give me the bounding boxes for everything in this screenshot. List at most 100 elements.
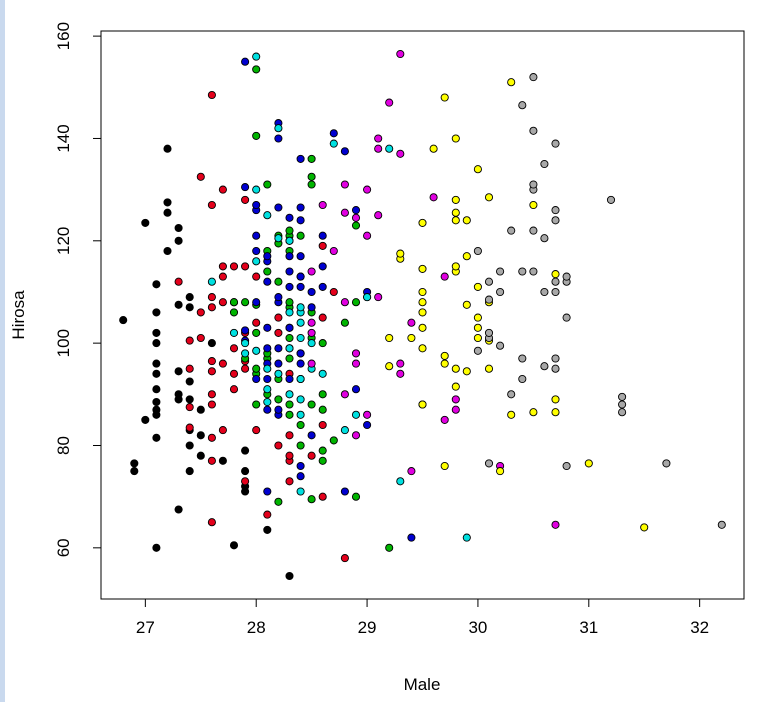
data-point (285, 226, 294, 235)
data-point (196, 172, 205, 181)
data-point (185, 377, 194, 386)
data-point (606, 195, 616, 204)
data-point (174, 300, 183, 309)
y-tick-label: 60 (54, 538, 73, 557)
data-point (274, 203, 283, 212)
data-point (418, 218, 427, 227)
data-point (285, 308, 294, 317)
data-point (296, 203, 305, 212)
data-point (207, 357, 216, 366)
data-point (285, 213, 294, 222)
data-point (241, 349, 250, 358)
data-point (263, 252, 272, 261)
data-point (241, 364, 250, 373)
data-point (340, 390, 349, 399)
data-point (307, 359, 316, 368)
data-point (241, 183, 250, 192)
data-point (451, 382, 460, 391)
data-point (218, 456, 227, 465)
data-point (318, 262, 327, 271)
data-point (418, 264, 427, 273)
data-point (241, 446, 250, 455)
data-point (252, 246, 261, 256)
data-point (351, 349, 361, 358)
data-point (396, 369, 405, 378)
data-point (274, 134, 283, 143)
data-point (296, 349, 305, 358)
data-point (529, 73, 538, 82)
data-point (496, 341, 505, 350)
data-point (396, 249, 405, 258)
data-point (496, 267, 505, 276)
data-point (418, 298, 427, 307)
data-point (440, 461, 449, 471)
data-point (285, 477, 294, 486)
data-point (551, 277, 560, 286)
data-point (385, 144, 394, 153)
data-point (296, 318, 305, 327)
data-point (318, 231, 327, 240)
data-point (229, 369, 239, 378)
data-point (218, 426, 227, 435)
data-point (252, 364, 261, 373)
data-point (451, 208, 460, 217)
data-point (119, 316, 128, 325)
data-point (252, 231, 261, 240)
data-point (263, 405, 272, 414)
data-point (207, 293, 216, 302)
data-point (218, 185, 227, 194)
data-point (152, 369, 161, 378)
y-tick-label: 100 (54, 329, 73, 357)
data-point (296, 487, 305, 496)
data-point (196, 405, 205, 414)
data-point (396, 49, 405, 59)
data-point (529, 200, 538, 210)
data-point (640, 523, 649, 532)
data-point (618, 392, 627, 401)
data-point (218, 262, 227, 271)
window-edge-strip (0, 0, 5, 702)
data-point (340, 554, 349, 563)
data-point (296, 472, 305, 481)
data-point (252, 257, 261, 266)
data-point (229, 298, 239, 307)
data-point (241, 262, 250, 271)
data-point (351, 206, 361, 215)
data-point (274, 441, 283, 450)
data-point (507, 78, 516, 87)
data-point (318, 446, 327, 455)
data-point (551, 354, 560, 363)
data-point (429, 144, 438, 153)
data-point (174, 390, 183, 399)
data-point (551, 395, 560, 404)
data-point (274, 313, 283, 322)
data-point (229, 541, 239, 550)
data-point (307, 303, 316, 312)
data-point (274, 359, 283, 368)
data-point (207, 303, 216, 312)
data-point (462, 533, 471, 542)
data-point (318, 405, 327, 414)
data-point (351, 359, 361, 368)
data-point (551, 287, 560, 297)
data-point (462, 252, 471, 261)
data-point (396, 149, 405, 158)
data-point (218, 272, 227, 281)
data-point (407, 333, 416, 343)
data-point (218, 298, 227, 307)
data-point (296, 410, 305, 419)
data-point (263, 487, 272, 496)
data-point (473, 323, 482, 332)
data-point (717, 520, 726, 529)
data-point (252, 272, 261, 281)
data-point (540, 287, 549, 297)
data-point (285, 323, 294, 332)
data-point (263, 385, 272, 394)
data-point (274, 124, 283, 133)
data-point (318, 339, 327, 348)
data-point (351, 298, 361, 307)
data-point (263, 211, 272, 220)
data-point (507, 390, 516, 399)
data-point (440, 359, 449, 368)
